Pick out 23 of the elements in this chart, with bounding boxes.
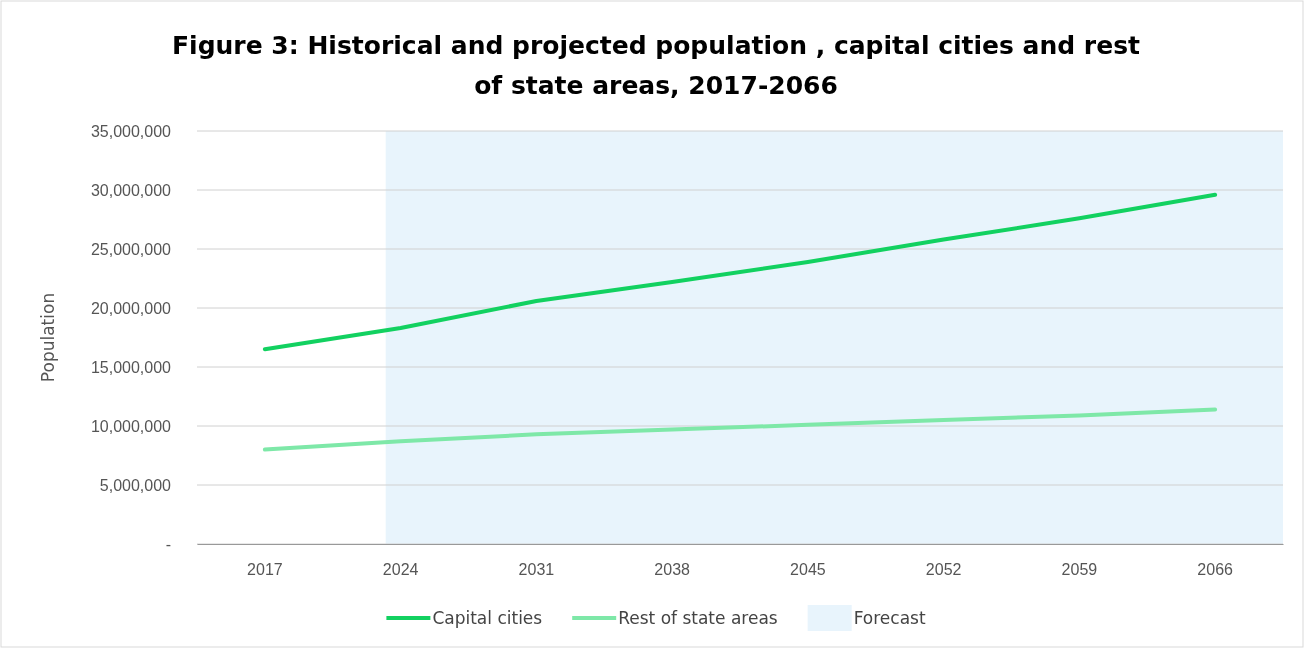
line-series: [262, 407, 1218, 452]
y-tick-label: -: [165, 535, 171, 553]
y-axis-title: Population: [38, 292, 58, 383]
y-tick-label: 25,000,000: [90, 240, 172, 258]
legend-label: Capital cities: [432, 608, 543, 628]
y-tick-label: 20,000,000: [90, 299, 172, 317]
legend-label: Forecast: [853, 608, 926, 628]
x-tick-label: 2045: [790, 561, 826, 579]
x-tick-label: 2052: [925, 561, 962, 579]
legend-label: Rest of state areas: [618, 608, 778, 628]
chart-title: Figure 3: Historical and projected population , capital cities and rest of state areas, 2017-2066: [172, 31, 1141, 100]
y-tick-label: 10,000,000: [90, 417, 172, 435]
x-tick-label: 2059: [1061, 561, 1098, 579]
x-tick-label: 2017: [247, 561, 283, 579]
y-tick-label: 30,000,000: [90, 181, 172, 199]
x-tick-label: 2038: [654, 561, 691, 579]
x-tick-label: 2024: [382, 561, 419, 579]
line-series: [262, 192, 1218, 352]
y-tick-label: 15,000,000: [90, 358, 172, 376]
x-tick-label: 2031: [518, 561, 555, 579]
y-tick-label: 5,000,000: [99, 476, 172, 494]
x-tick-label: 2066: [1197, 561, 1234, 579]
y-tick-label: 35,000,000: [90, 122, 172, 140]
